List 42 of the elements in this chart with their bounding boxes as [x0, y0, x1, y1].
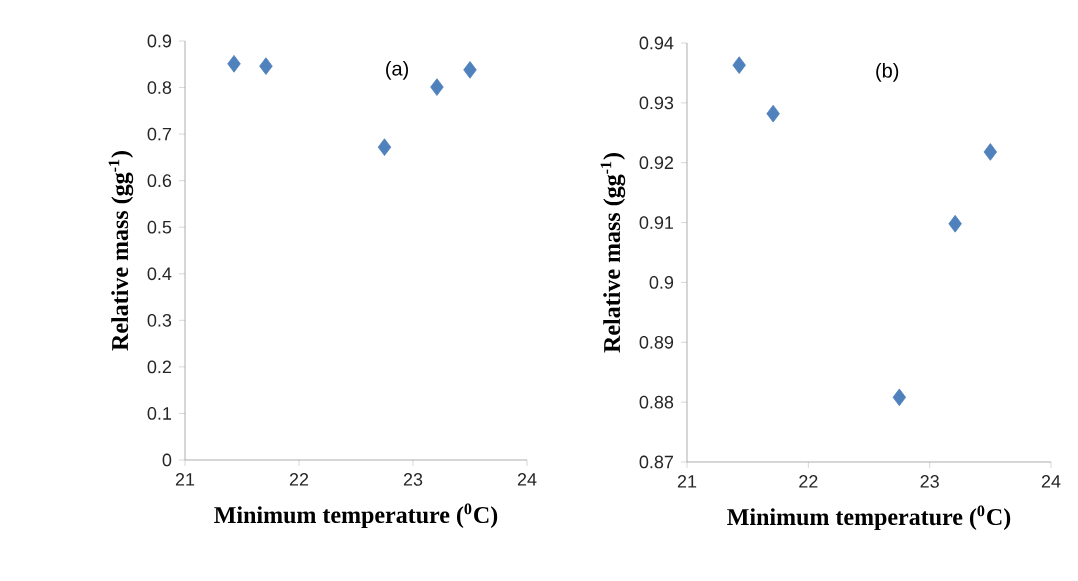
- y-tick-label: 0.94: [639, 36, 674, 50]
- y-tick-label: 0.89: [639, 335, 674, 349]
- y-tick-label: 0.4: [147, 267, 172, 281]
- y-tick-label: 0.93: [639, 96, 674, 110]
- point: [732, 56, 746, 74]
- x-tick-label: 22: [799, 475, 818, 488]
- point: [259, 57, 273, 75]
- x-axis-title: Minimum temperature ($^{0}$C): [727, 505, 1011, 530]
- x-tick-label: 21: [175, 473, 195, 486]
- y-tick-label: 0.9: [649, 276, 674, 289]
- point: [892, 388, 907, 407]
- y-tick-label: 0.88: [639, 395, 674, 409]
- y-axis-title: Relative mass (gg$^{-1}$): [600, 153, 626, 353]
- x-tick-label: 24: [1041, 475, 1061, 488]
- x-axis-title: Minimum temperature ($^{0}$C): [214, 503, 498, 528]
- y-tick-label: 0: [162, 453, 172, 467]
- x-tick-label: 21: [677, 475, 697, 488]
- point: [377, 138, 392, 156]
- y-tick-label: 0.92: [639, 156, 674, 170]
- y-axis-title: Relative mass (gg$^{-1}$): [108, 151, 134, 351]
- y-tick-label: 0.3: [147, 313, 172, 327]
- annotation: (a): [386, 61, 409, 80]
- y-tick-label: 0.9: [147, 34, 172, 48]
- annotation: (b): [876, 63, 899, 82]
- point: [463, 61, 477, 79]
- y-tick-label: 0.8: [147, 81, 172, 94]
- y-tick-label: 0.6: [147, 174, 172, 188]
- point: [430, 78, 444, 96]
- x-tick-label: 23: [920, 475, 939, 488]
- y-tick-label: 0.1: [147, 407, 172, 420]
- y-tick-label: 0.5: [147, 220, 172, 234]
- x-tick-label: 24: [517, 473, 537, 486]
- x-tick-label: 23: [403, 473, 423, 486]
- y-tick-label: 0.87: [639, 455, 674, 469]
- point: [948, 214, 962, 233]
- y-tick-label: 0.7: [147, 127, 172, 141]
- point: [983, 143, 998, 161]
- y-tick-label: 0.2: [147, 360, 172, 374]
- y-tick-label: 0.91: [639, 216, 674, 229]
- point: [227, 55, 241, 73]
- point: [766, 104, 780, 123]
- x-tick-label: 22: [289, 473, 309, 486]
